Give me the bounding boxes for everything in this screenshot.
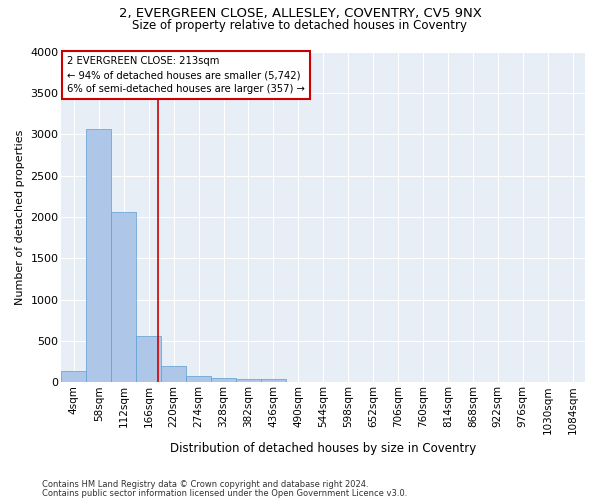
- Bar: [236, 378, 261, 382]
- Bar: [61, 370, 86, 382]
- Bar: [112, 212, 136, 382]
- Bar: [186, 376, 211, 382]
- X-axis label: Distribution of detached houses by size in Coventry: Distribution of detached houses by size …: [170, 442, 476, 455]
- Bar: [136, 336, 161, 382]
- Bar: [211, 378, 236, 382]
- Text: 2, EVERGREEN CLOSE, ALLESLEY, COVENTRY, CV5 9NX: 2, EVERGREEN CLOSE, ALLESLEY, COVENTRY, …: [119, 8, 481, 20]
- Text: 2 EVERGREEN CLOSE: 213sqm
← 94% of detached houses are smaller (5,742)
6% of sem: 2 EVERGREEN CLOSE: 213sqm ← 94% of detac…: [67, 56, 305, 94]
- Bar: [86, 129, 112, 382]
- Y-axis label: Number of detached properties: Number of detached properties: [15, 129, 25, 304]
- Text: Contains HM Land Registry data © Crown copyright and database right 2024.: Contains HM Land Registry data © Crown c…: [42, 480, 368, 489]
- Text: Contains public sector information licensed under the Open Government Licence v3: Contains public sector information licen…: [42, 488, 407, 498]
- Bar: [261, 378, 286, 382]
- Bar: [161, 366, 186, 382]
- Text: Size of property relative to detached houses in Coventry: Size of property relative to detached ho…: [133, 19, 467, 32]
